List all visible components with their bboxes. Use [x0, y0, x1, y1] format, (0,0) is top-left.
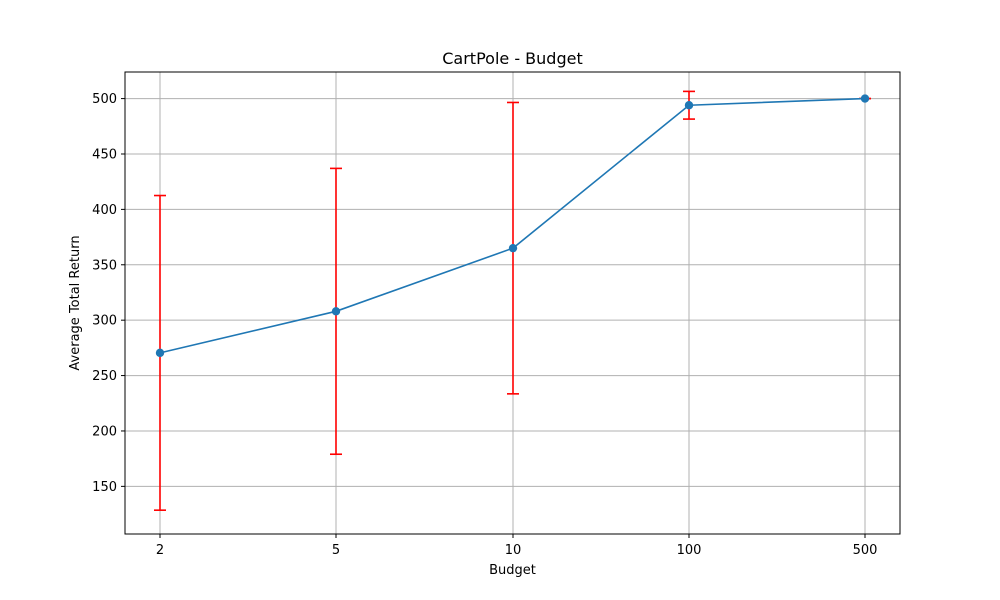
data-point [155, 348, 165, 358]
x-tick-label: 10 [505, 543, 522, 558]
data-point [331, 307, 341, 316]
x-tick-label: 5 [332, 543, 340, 558]
data-point [860, 94, 870, 103]
data-point [508, 243, 518, 253]
chart-title: CartPole - Budget [442, 49, 582, 68]
x-tick-label: 100 [677, 543, 702, 558]
x-axis-label: Budget [489, 563, 536, 578]
y-tick-label: 400 [92, 203, 117, 218]
y-tick-label: 200 [92, 424, 117, 439]
y-tick-label: 300 [92, 314, 117, 329]
y-tick-label: 450 [92, 147, 117, 162]
tick-layer: 150 200 250 300 350 400 450 500 2 5 10 100 500 [92, 92, 877, 558]
marker-layer [155, 94, 870, 358]
y-axis-label: Average Total Return [68, 235, 83, 370]
x-tick-label: 2 [156, 543, 164, 558]
y-tick-label: 150 [92, 480, 117, 495]
x-tick-label: 500 [853, 543, 878, 558]
y-tick-label: 350 [92, 258, 117, 273]
y-tick-label: 500 [92, 92, 117, 107]
y-tick-label: 250 [92, 369, 117, 384]
data-point [684, 101, 694, 110]
